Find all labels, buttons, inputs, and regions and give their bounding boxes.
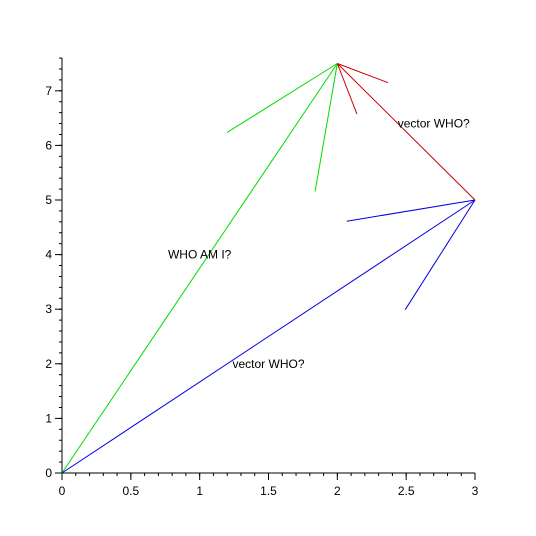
annotation-label: WHO AM I? <box>168 248 232 262</box>
vector-0 <box>61 63 338 474</box>
y-tick-label: 1 <box>45 411 52 425</box>
x-major-ticks <box>61 473 476 480</box>
vector-shaft <box>61 199 476 474</box>
x-tick-label: 1.5 <box>260 484 277 498</box>
x-tick-labels: 0 0.5 1 1.5 2 2.5 3 <box>59 484 479 498</box>
y-tick-label: 5 <box>45 193 52 207</box>
annotation-label: vector WHO? <box>232 357 304 371</box>
vector-shaft <box>61 63 338 474</box>
annotations: WHO AM I? vector WHO? vector WHO? <box>168 117 470 371</box>
y-major-ticks <box>55 90 62 474</box>
x-tick-label: 2.5 <box>398 484 415 498</box>
vector-arrowhead <box>404 199 476 310</box>
x-axis: 0 0.5 1 1.5 2 2.5 3 <box>59 472 479 498</box>
annotation-label: vector WHO? <box>398 117 470 131</box>
x-tick-label: 3 <box>472 484 479 498</box>
vector-arrowhead <box>336 63 358 115</box>
y-tick-label: 3 <box>45 302 52 316</box>
y-axis: 0 1 2 3 4 5 6 7 <box>45 57 63 480</box>
vectors <box>61 63 476 474</box>
y-tick-label: 6 <box>45 138 52 152</box>
x-tick-label: 1 <box>196 484 203 498</box>
vector-2 <box>336 63 476 201</box>
x-tick-label: 0 <box>59 484 66 498</box>
y-tick-labels: 0 1 2 3 4 5 6 7 <box>45 84 52 480</box>
vector-arrowhead <box>337 63 389 84</box>
vector-shaft <box>336 63 476 201</box>
x-tick-label: 0.5 <box>122 484 139 498</box>
y-tick-label: 0 <box>45 466 52 480</box>
vector-arrowhead <box>226 63 338 133</box>
vector-arrowhead <box>346 199 476 222</box>
y-tick-label: 2 <box>45 357 52 371</box>
y-tick-label: 7 <box>45 84 52 98</box>
x-tick-label: 2 <box>334 484 341 498</box>
y-tick-label: 4 <box>45 248 52 262</box>
vector-arrowhead <box>314 63 338 192</box>
vector-1 <box>61 199 476 474</box>
